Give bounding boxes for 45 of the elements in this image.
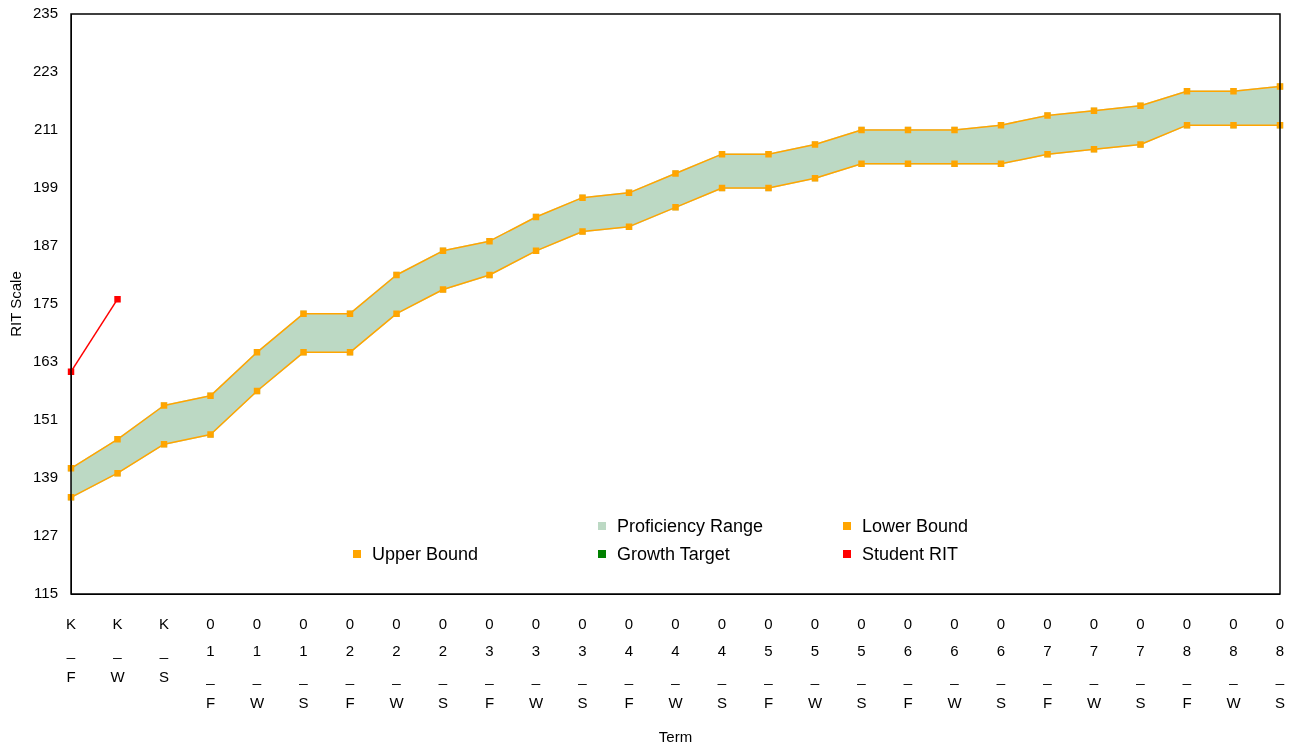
x-tick-label: 02_W bbox=[389, 615, 405, 712]
x-tick-label: 06_W bbox=[947, 615, 963, 712]
x-tick-label: 07_S bbox=[1135, 615, 1146, 712]
x-tick-label: 05_S bbox=[856, 615, 867, 712]
x-axis-title: Term bbox=[658, 728, 693, 746]
legend-label: Proficiency Range bbox=[617, 515, 764, 537]
x-tick-label: 02_S bbox=[437, 615, 449, 712]
legend-label: Lower Bound bbox=[862, 515, 969, 537]
legend-label: Growth Target bbox=[617, 543, 730, 565]
x-tick-label: K_W bbox=[110, 615, 126, 685]
x-tick-label: 01_S bbox=[298, 615, 309, 712]
x-tick-label: 06_F bbox=[902, 615, 913, 712]
x-tick-label: K_S bbox=[158, 615, 170, 685]
x-tick-label: K_F bbox=[65, 615, 77, 685]
y-tick-label: 235 bbox=[33, 4, 59, 22]
x-tick-label: 05_F bbox=[763, 615, 774, 712]
y-axis-title: RIT Scale bbox=[7, 271, 25, 337]
y-tick-label: 139 bbox=[33, 468, 59, 486]
x-tick-label: 06_S bbox=[995, 615, 1007, 712]
y-tick-label: 211 bbox=[34, 120, 59, 138]
x-tick-label: 04_F bbox=[623, 615, 634, 712]
x-tick-label: 03_S bbox=[577, 615, 588, 712]
y-tick-label: 187 bbox=[33, 236, 59, 254]
x-tick-label: 08_W bbox=[1226, 615, 1242, 712]
y-tick-label: 223 bbox=[33, 62, 59, 80]
x-tick-label: 03_F bbox=[484, 615, 495, 712]
x-tick-label: 07_F bbox=[1042, 615, 1053, 712]
x-tick-label: 04_W bbox=[668, 615, 684, 712]
y-tick-label: 115 bbox=[34, 584, 59, 602]
x-tick-label: 08_F bbox=[1181, 615, 1192, 712]
legend-label: Upper Bound bbox=[372, 543, 479, 565]
x-tick-label: 02_F bbox=[344, 615, 355, 712]
legend-label: Student RIT bbox=[862, 543, 959, 565]
y-tick-label: 127 bbox=[33, 526, 59, 544]
x-tick-label: 01_W bbox=[249, 615, 265, 712]
x-tick-label: 03_W bbox=[528, 615, 544, 712]
y-tick-label: 175 bbox=[33, 294, 59, 312]
y-tick-label: 199 bbox=[33, 178, 59, 196]
x-tick-label: 07_W bbox=[1086, 615, 1102, 712]
y-tick-label: 151 bbox=[33, 410, 59, 428]
x-tick-label: 05_W bbox=[807, 615, 823, 712]
y-tick-label: 163 bbox=[33, 352, 59, 370]
x-tick-label: 04_S bbox=[716, 615, 728, 712]
x-tick-label: 01_F bbox=[205, 615, 216, 712]
x-tick-label: 08_S bbox=[1274, 615, 1286, 712]
